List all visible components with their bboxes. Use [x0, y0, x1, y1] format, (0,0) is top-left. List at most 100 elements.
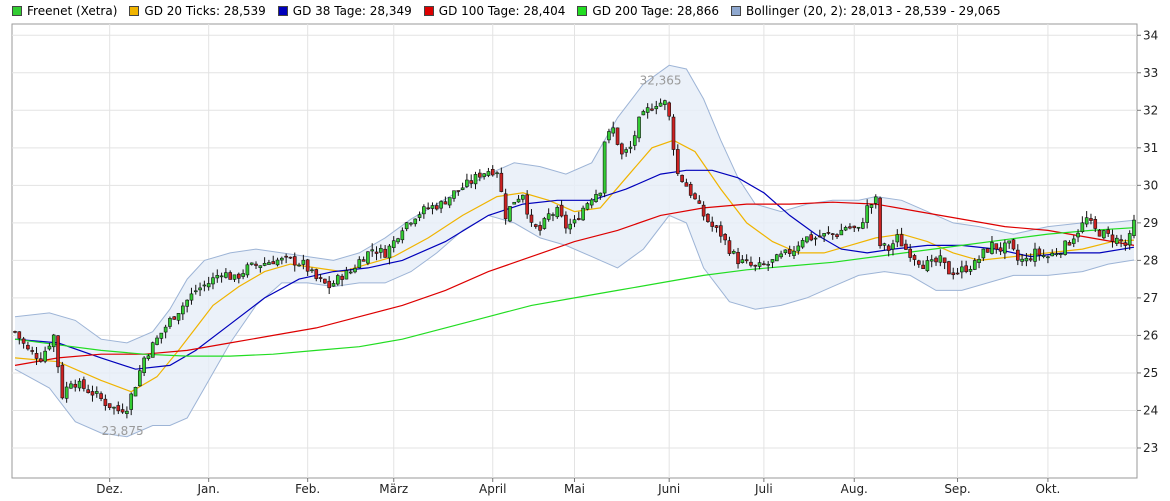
x-tick-label: Mai: [564, 482, 585, 496]
candle-body: [538, 225, 542, 231]
candle-body: [800, 240, 805, 248]
candle-body: [929, 259, 934, 262]
candle-body: [43, 350, 47, 362]
candle-body: [886, 245, 891, 251]
legend-label: Freenet (Xetra): [27, 4, 118, 18]
candle-body: [176, 313, 181, 321]
candle-body: [641, 111, 646, 116]
candle-body: [1041, 255, 1046, 257]
candle-body: [546, 213, 551, 220]
candle-body: [1007, 240, 1011, 244]
candle-body: [628, 146, 633, 149]
candle-body: [288, 256, 293, 259]
candle-body: [512, 201, 517, 205]
candle-body: [766, 263, 770, 266]
candle-body: [830, 233, 835, 235]
candle-body: [848, 226, 852, 229]
candle-body: [921, 264, 925, 270]
candle-body: [731, 251, 736, 254]
candle-body: [198, 287, 202, 291]
candle-body: [305, 259, 310, 272]
candle-body: [542, 218, 547, 229]
candle-body: [133, 387, 138, 397]
candle-body: [469, 180, 474, 184]
candle-body: [843, 227, 848, 231]
candle-body: [318, 277, 323, 279]
candle-body: [125, 410, 129, 414]
candle-body: [236, 273, 241, 279]
candle-body: [792, 250, 796, 256]
candle-body: [968, 269, 973, 272]
candle-body: [443, 201, 448, 205]
candle-body: [559, 204, 564, 217]
candle-body: [650, 108, 654, 111]
candle-body: [219, 275, 224, 278]
legend-swatch: [12, 6, 22, 16]
candle-body: [611, 127, 616, 134]
legend-swatch: [577, 6, 588, 16]
candle-body: [262, 262, 267, 266]
legend-label: GD 20 Ticks: 28,539: [144, 4, 266, 18]
candle-body: [107, 403, 112, 408]
candle-body: [357, 259, 362, 268]
candle-body: [482, 173, 486, 177]
y-tick-label: 26: [1143, 328, 1158, 342]
candle-body: [521, 194, 525, 200]
candle-body: [856, 226, 861, 229]
legend-item-gd20: GD 20 Ticks: 28,539: [129, 4, 266, 18]
y-tick-label: 32: [1143, 103, 1158, 117]
candle-body: [120, 409, 125, 413]
candle-body: [21, 338, 26, 344]
candle-body: [680, 174, 684, 182]
candle-body: [430, 205, 435, 209]
candle-body: [516, 198, 521, 203]
candle-body: [1003, 242, 1007, 254]
candle-body: [951, 272, 956, 276]
candle-body: [241, 273, 245, 277]
candle-body: [942, 257, 947, 264]
candle-body: [925, 260, 930, 272]
candle-body: [30, 350, 35, 352]
candle-body: [26, 344, 30, 350]
candle-body: [637, 116, 641, 139]
candle-body: [232, 274, 237, 280]
candle-body: [400, 230, 405, 241]
legend-swatch: [277, 6, 288, 16]
x-tick-label: Dez.: [96, 482, 123, 496]
candle-body: [835, 234, 839, 238]
y-tick-label: 29: [1143, 216, 1158, 230]
candle-body: [873, 196, 878, 204]
candle-body: [155, 337, 159, 345]
candle-body: [529, 214, 534, 223]
candle-body: [112, 406, 116, 409]
candle-body: [73, 383, 78, 388]
candle-body: [1089, 218, 1093, 221]
extreme-value-label: 32,365: [640, 74, 682, 88]
candle-body: [60, 364, 65, 399]
candle-body: [1067, 242, 1072, 246]
candle-body: [396, 238, 400, 243]
candle-body: [422, 206, 426, 215]
candle-body: [51, 334, 56, 348]
candle-body: [525, 194, 529, 215]
candle-body: [172, 316, 177, 320]
x-tick-label: Okt.: [1035, 482, 1060, 496]
candle-body: [297, 264, 301, 267]
candle-body: [895, 234, 900, 243]
candle-body: [934, 257, 938, 263]
candle-body: [899, 234, 904, 247]
candle-body: [370, 249, 375, 252]
candle-body: [1054, 253, 1059, 256]
candle-body: [331, 283, 336, 287]
candle-body: [64, 386, 69, 399]
candle-body: [981, 248, 986, 259]
candle-body: [361, 259, 366, 262]
candle-body: [813, 237, 818, 240]
candle-body: [663, 100, 667, 105]
candle-body: [908, 248, 913, 258]
candle-body: [762, 263, 766, 266]
candle-body: [594, 194, 598, 202]
candle-body: [1132, 219, 1136, 236]
x-tick-label: Aug.: [841, 482, 868, 496]
candle-body: [916, 260, 921, 265]
